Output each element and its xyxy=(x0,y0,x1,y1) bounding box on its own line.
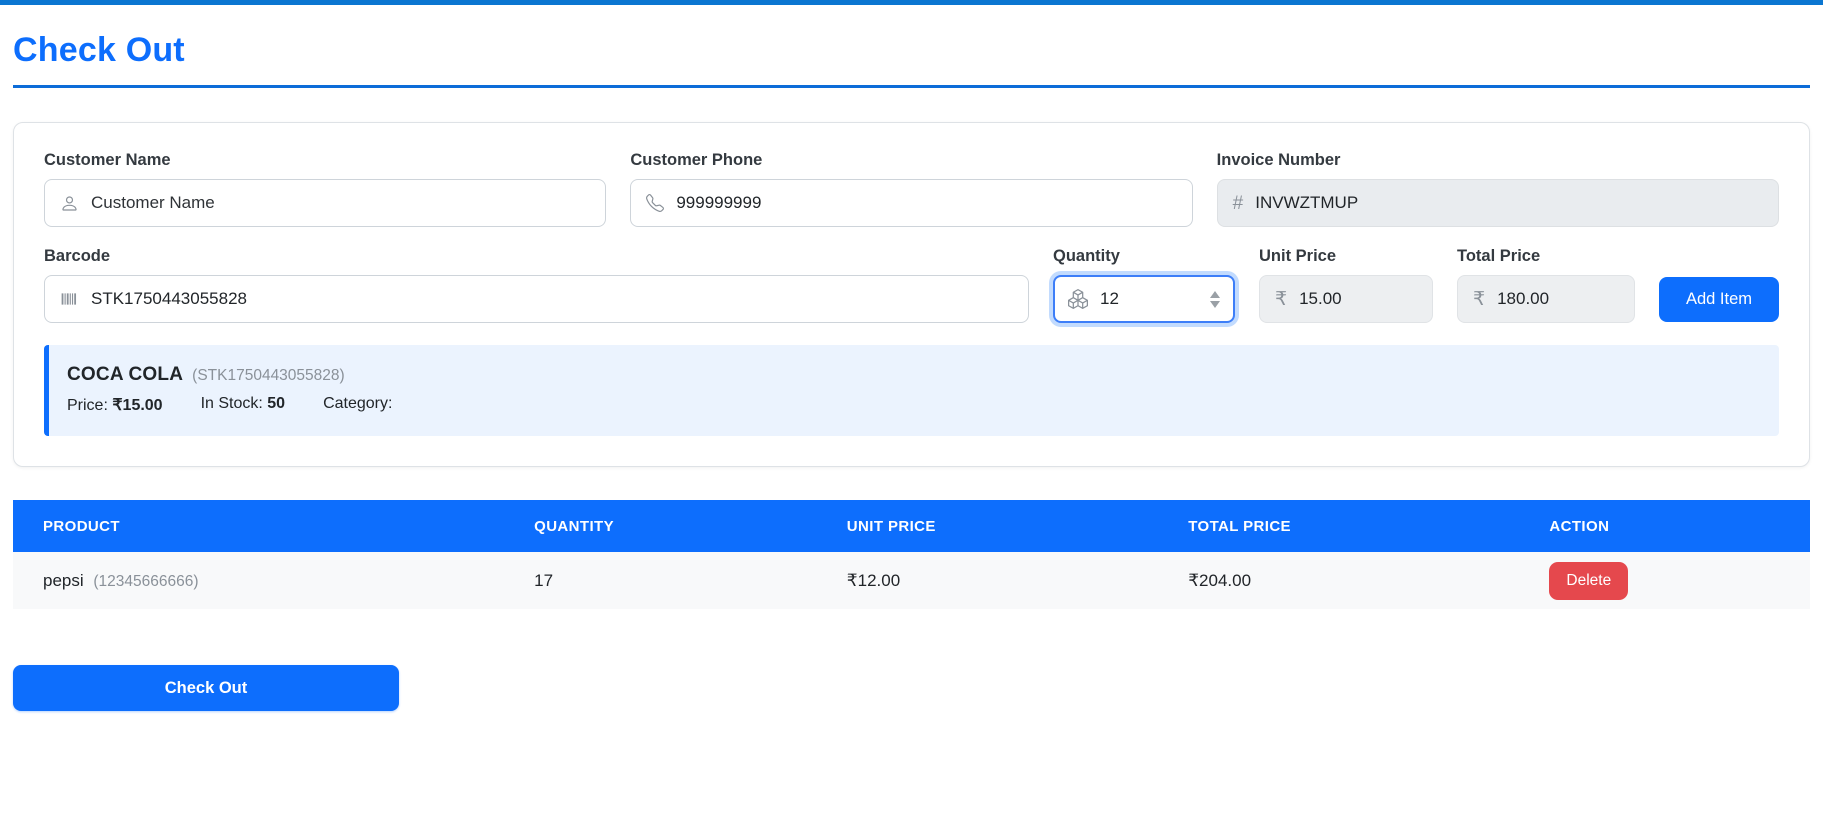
product-category: Category: xyxy=(323,395,392,415)
customer-name-input[interactable] xyxy=(91,193,591,213)
customer-row: Customer Name Customer Phone xyxy=(44,151,1779,227)
spinner-down-icon[interactable] xyxy=(1210,300,1220,308)
barcode-label: Barcode xyxy=(44,247,111,265)
customer-phone-field: Customer Phone xyxy=(630,151,1193,227)
customer-phone-label: Customer Phone xyxy=(630,151,763,169)
table-row: pepsi (12345666666) 17 ₹12.00 ₹204.00 De… xyxy=(13,552,1810,609)
checkout-button[interactable]: Check Out xyxy=(13,665,399,711)
barcode-field: Barcode xyxy=(44,247,1029,323)
product-price: Price: ₹15.00 xyxy=(67,395,163,415)
row-product-code: (12345666666) xyxy=(93,572,199,590)
cell-action: Delete xyxy=(1549,552,1810,609)
checkout-page: Check Out Customer Name Customer Phone xyxy=(0,31,1823,711)
quantity-label: Quantity xyxy=(1053,247,1120,265)
header-total-price: TOTAL PRICE xyxy=(1188,500,1550,552)
barcode-icon xyxy=(60,290,79,308)
cell-unit-price: ₹12.00 xyxy=(846,552,1189,609)
quantity-input[interactable] xyxy=(1100,289,1198,309)
total-price-input xyxy=(1497,289,1619,309)
person-icon xyxy=(60,194,79,213)
quantity-stepper xyxy=(1053,275,1235,323)
rupee-icon: ₹ xyxy=(1473,288,1486,310)
total-price-label: Total Price xyxy=(1457,247,1541,265)
header-action: ACTION xyxy=(1549,500,1810,552)
invoice-number-label: Invoice Number xyxy=(1216,151,1341,169)
unit-price-input xyxy=(1299,289,1417,309)
cell-product: pepsi (12345666666) xyxy=(13,552,535,609)
product-meta-row: Price: ₹15.00 In Stock: 50 Category: xyxy=(67,395,1755,415)
cell-total-price: ₹204.00 xyxy=(1188,552,1550,609)
checkout-form-card: Customer Name Customer Phone xyxy=(13,122,1810,467)
product-code: (STK1750443055828) xyxy=(192,367,345,384)
add-item-button[interactable]: Add Item xyxy=(1659,277,1779,322)
cart-items-table: PRODUCT QUANTITY UNIT PRICE TOTAL PRICE … xyxy=(13,500,1810,609)
boxes-icon xyxy=(1068,289,1088,309)
scanned-product-info: COCA COLA (STK1750443055828) Price: ₹15.… xyxy=(44,345,1779,436)
barcode-input[interactable] xyxy=(91,289,1013,309)
top-accent-bar xyxy=(0,0,1823,5)
customer-phone-input[interactable] xyxy=(676,193,1177,213)
phone-icon xyxy=(646,194,665,212)
cell-quantity: 17 xyxy=(534,552,847,609)
customer-name-label: Customer Name xyxy=(44,151,171,169)
product-name: COCA COLA xyxy=(67,364,184,385)
customer-phone-input-wrap xyxy=(630,179,1193,227)
hash-icon: # xyxy=(1232,192,1244,214)
category-label: Category: xyxy=(323,395,393,412)
title-divider xyxy=(13,85,1810,88)
price-value: ₹15.00 xyxy=(112,397,163,414)
invoice-number-input-wrap: # xyxy=(1216,179,1779,227)
table-header: PRODUCT QUANTITY UNIT PRICE TOTAL PRICE … xyxy=(13,500,1810,552)
stock-value: 50 xyxy=(267,395,286,412)
stock-label: In Stock: xyxy=(200,395,263,412)
page-title: Check Out xyxy=(13,31,185,69)
product-title-row: COCA COLA (STK1750443055828) xyxy=(67,364,1755,386)
header-product: PRODUCT xyxy=(13,500,535,552)
price-label: Price: xyxy=(67,397,108,414)
invoice-number-field: Invoice Number # xyxy=(1216,151,1779,227)
barcode-input-wrap xyxy=(44,275,1029,323)
invoice-number-input xyxy=(1255,193,1763,213)
customer-name-input-wrap xyxy=(44,179,607,227)
header-unit-price: UNIT PRICE xyxy=(846,500,1189,552)
customer-name-field: Customer Name xyxy=(44,151,607,227)
row-product-name: pepsi xyxy=(43,570,84,590)
unit-price-field: Unit Price ₹ xyxy=(1259,247,1433,323)
unit-price-label: Unit Price xyxy=(1259,247,1337,265)
unit-price-input-wrap: ₹ xyxy=(1259,275,1433,323)
quantity-field: Quantity xyxy=(1053,247,1235,323)
header-quantity: QUANTITY xyxy=(534,500,847,552)
rupee-icon: ₹ xyxy=(1275,288,1288,310)
item-entry-row: Barcode Quantity xyxy=(44,247,1779,323)
product-stock: In Stock: 50 xyxy=(201,395,286,415)
spinner-up-icon[interactable] xyxy=(1210,290,1220,298)
total-price-input-wrap: ₹ xyxy=(1457,275,1635,323)
delete-button[interactable]: Delete xyxy=(1549,561,1629,600)
total-price-field: Total Price ₹ xyxy=(1457,247,1635,323)
quantity-spinner[interactable] xyxy=(1210,290,1220,308)
